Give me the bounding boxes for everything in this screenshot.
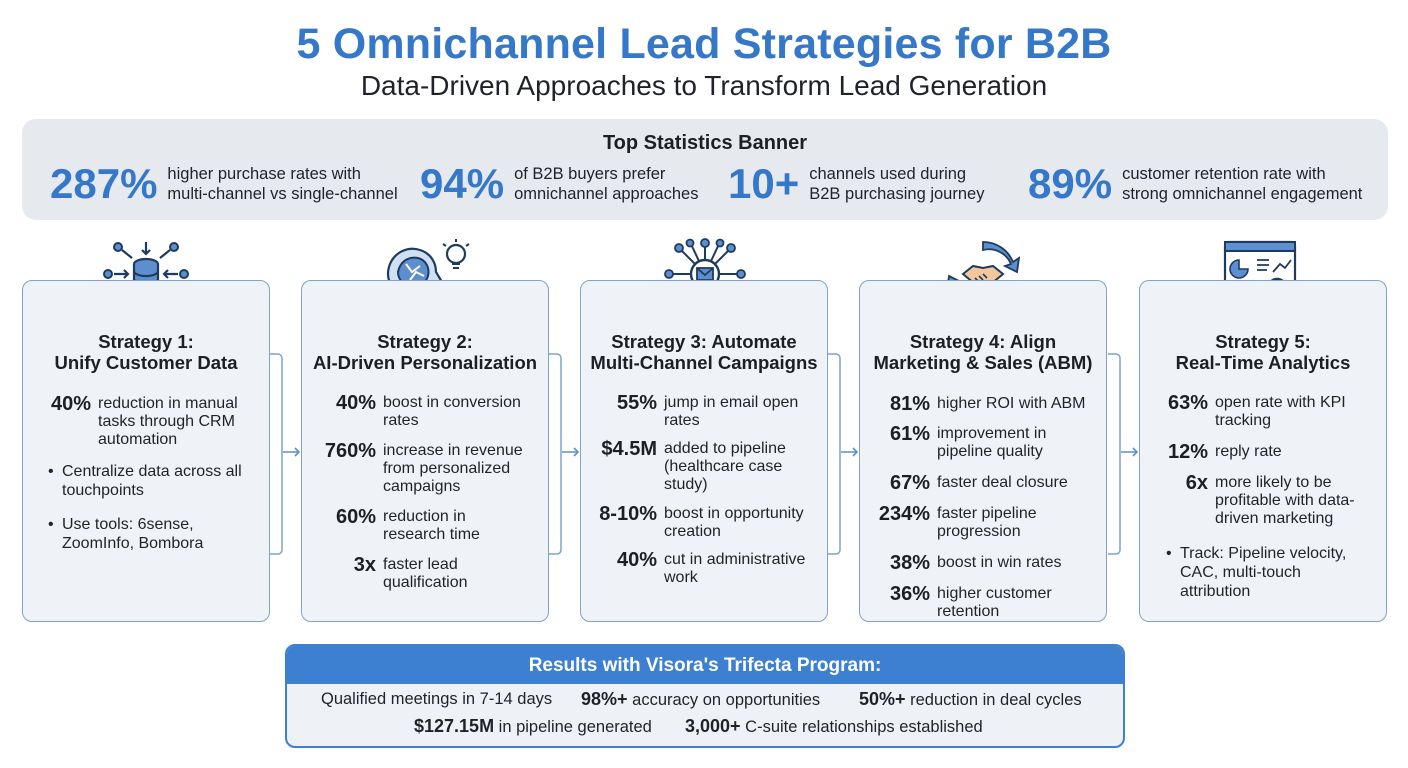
stat-value: 94%	[420, 160, 505, 207]
strategy-stat: 234% faster pipeline progression	[878, 503, 1037, 540]
strategy-stat: 760% increase in revenue from personalize…	[324, 440, 523, 495]
card-connector-bracket	[270, 353, 283, 555]
result-item: 98%+ accuracy on opportunities	[581, 689, 821, 709]
strategy-stat: 6x more likely to be profitable with data…	[1185, 472, 1355, 527]
strategy-stat: 3x faster lead qualification	[353, 554, 468, 591]
right-arrow-icon	[562, 447, 580, 457]
strategy-card-1: Strategy 1: Unify Customer Data 40% reduc…	[22, 280, 270, 622]
result-item: 3,000+ C-suite relationships established	[685, 716, 983, 736]
stat-description: channels used during B2B purchasing journ…	[809, 165, 985, 203]
page-subtitle: Data-Driven Approaches to Transform Lead…	[360, 70, 1048, 101]
stat-description: of B2B buyers prefer omnichannel approach…	[514, 165, 699, 203]
strategy-stat: $4.5M added to pipeline (healthcare case s…	[601, 438, 786, 493]
result-item: $127.15M in pipeline generated	[414, 716, 652, 736]
banner-stat: 89% customer retention rate with strong o…	[1028, 163, 1362, 205]
stat-description: customer retention rate with strong omnic…	[1122, 165, 1363, 203]
strategy-title: Strategy 2: AI-Driven Personalization	[312, 331, 538, 373]
page-title: 5 Omnichannel Lead Strategies for B2B	[296, 20, 1112, 68]
strategy-card-3: Strategy 3: Automate Multi-Channel Campai…	[580, 280, 828, 622]
card-connector-bracket	[1108, 353, 1121, 555]
strategy-stat: 36% higher customer retention	[889, 583, 1052, 620]
strategy-stat: 8-10% boost in opportunity creation	[599, 503, 804, 540]
strategy-card-2: Strategy 2: AI-Driven Personalization 40%…	[301, 280, 549, 622]
banner-stat: 94% of B2B buyers prefer omnichannel appr…	[420, 163, 698, 205]
strategy-stat: 40% cut in administrative work	[616, 549, 806, 586]
results-title: Results with Visora's Trifecta Program:	[287, 646, 1123, 684]
strategy-title: Strategy 3: Automate Multi-Channel Campai…	[590, 331, 818, 373]
strategy-title: Strategy 5: Real-Time Analytics	[1175, 331, 1351, 373]
strategy-title: Strategy 1: Unify Customer Data	[54, 331, 238, 373]
result-item: 50%+ reduction in deal cycles	[859, 689, 1082, 709]
card-connector-bracket	[549, 353, 562, 555]
strategy-stat: 61% improvement in pipeline quality	[889, 423, 1047, 460]
right-arrow-icon	[841, 447, 859, 457]
strategy-stat: 55% jump in email open rates	[616, 392, 799, 429]
stat-value: 287%	[50, 160, 158, 207]
banner-stat: 10+ channels used during B2B purchasing j…	[728, 163, 984, 205]
stat-value: 10+	[728, 160, 800, 207]
strategy-stat: 40% reduction in manual tasks through CRM…	[50, 393, 238, 448]
results-panel: Results with Visora's Trifecta Program: …	[285, 644, 1125, 748]
top-statistics-banner: Top Statistics Banner 287% higher purcha…	[22, 119, 1388, 220]
right-arrow-icon	[1121, 447, 1139, 457]
strategy-stat: 81% higher ROI with ABM	[889, 393, 1086, 415]
strategy-stat: 67% faster deal closure	[889, 472, 1068, 494]
right-arrow-icon	[283, 447, 301, 457]
strategy-stat: 12% reply rate	[1167, 441, 1282, 463]
strategy-card-5: Strategy 5: Real-Time Analytics 63% open …	[1139, 280, 1387, 622]
stat-value: 89%	[1028, 160, 1113, 207]
card-connector-bracket	[828, 353, 841, 555]
banner-stat: 287% higher purchase rates with multi-cha…	[50, 163, 398, 205]
strategy-title: Strategy 4: Align Marketing & Sales (ABM)	[873, 331, 1093, 373]
strategy-stat: 40% boost in conversion rates	[335, 392, 521, 429]
banner-title: Top Statistics Banner	[602, 132, 808, 154]
strategy-stat: 38% boost in win rates	[889, 552, 1062, 574]
strategy-stat: 60% reduction in research time	[335, 506, 480, 543]
strategy-bullet: • Use tools: 6sense, ZoomInfo, Bombora	[48, 516, 204, 552]
strategy-bullet: • Centralize data across all touchpoints	[48, 463, 242, 499]
strategy-card-4: Strategy 4: Align Marketing & Sales (ABM)…	[859, 280, 1107, 622]
strategy-bullet: • Track: Pipeline velocity, CAC, multi-tou…	[1166, 545, 1347, 600]
strategy-stat: 63% open rate with KPI tracking	[1167, 392, 1346, 429]
stat-description: higher purchase rates with multi-channel …	[167, 165, 398, 203]
result-item: Qualified meetings in 7-14 days	[321, 690, 553, 708]
